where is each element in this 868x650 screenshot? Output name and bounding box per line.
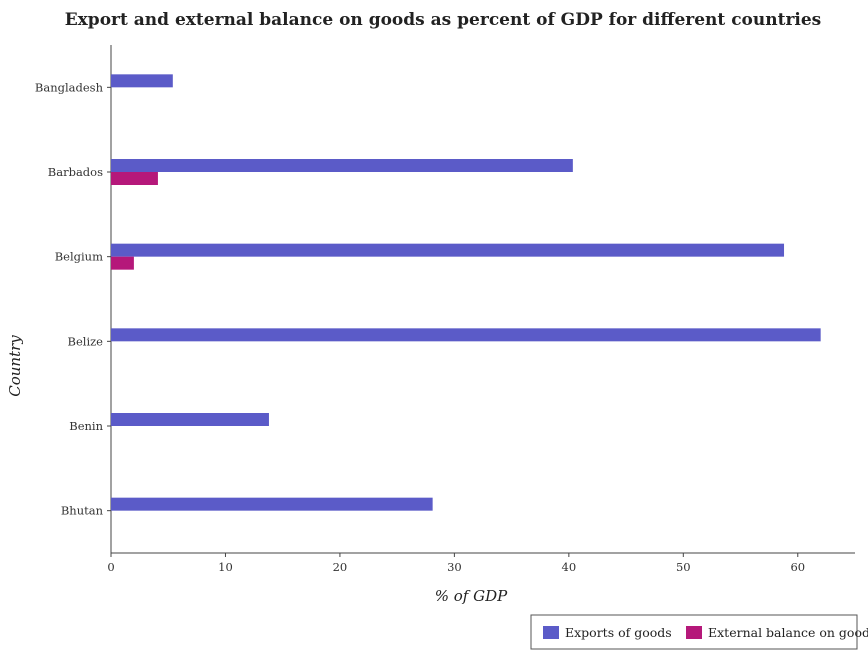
x-tick-label: 40 [562, 560, 577, 574]
x-axis-ticks: 0 10 20 30 40 50 60 [107, 553, 805, 574]
bar-exports-benin [111, 413, 269, 426]
bar-exports-bhutan [111, 497, 433, 511]
y-tick-label-belize: Belize [68, 334, 104, 348]
x-tick-label: 10 [218, 560, 233, 574]
bar-external-balance-barbados [111, 172, 158, 185]
legend-swatch-1 [686, 626, 702, 639]
y-axis-title: Country [6, 335, 24, 397]
y-tick-label-bhutan: Bhutan [61, 504, 104, 518]
legend: Exports of goods External balance on good… [530, 614, 868, 650]
bar-exports-barbados [111, 159, 573, 172]
y-tick-label-belgium: Belgium [55, 250, 103, 264]
x-tick-label: 60 [790, 560, 805, 574]
y-tick-label-barbados: Barbados [48, 165, 103, 179]
bar-exports-belize [111, 328, 821, 342]
bar-external-balance-belgium [111, 256, 134, 270]
x-tick-label: 50 [676, 560, 691, 574]
bar-exports-belgium [111, 243, 785, 257]
y-tick-label-bangladesh: Bangladesh [35, 80, 104, 94]
legend-label-1: External balance on goods [708, 625, 868, 640]
chart-title: Export and external balance on goods as … [65, 10, 822, 30]
legend-label-0: Exports of goods [565, 625, 672, 640]
x-tick-label: 20 [333, 560, 348, 574]
legend-swatch-0 [543, 626, 559, 639]
plot-area [110, 45, 855, 554]
x-tick-label: 0 [107, 560, 114, 574]
x-axis-title: % of GDP [435, 587, 508, 605]
x-tick-label: 30 [447, 560, 462, 574]
y-tick-label-benin: Benin [69, 419, 103, 433]
bar-exports-bangladesh [111, 74, 173, 88]
y-axis-ticks: Bangladesh Barbados Belgium Belize Benin Bhut… [35, 80, 111, 518]
